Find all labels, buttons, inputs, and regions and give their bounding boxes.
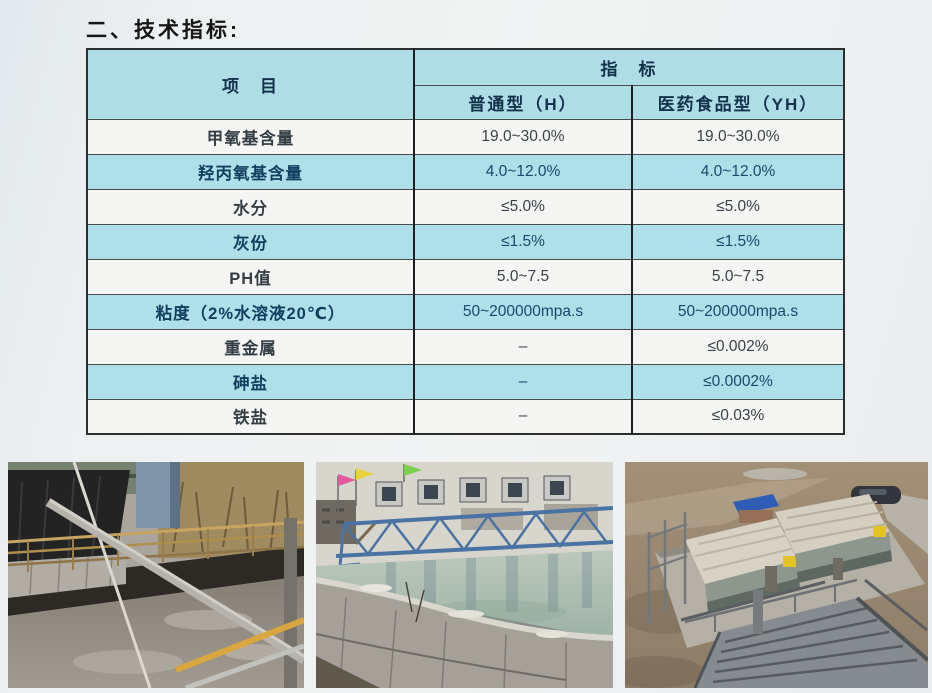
spec-value-yh: ≤5.0% [631, 188, 845, 225]
table-row-methoxy: 甲氧基含量 19.0~30.0% 19.0~30.0% [86, 118, 845, 155]
spec-item-label: 粘度（2%水溶液20℃） [86, 293, 415, 330]
spec-value-h: – [413, 328, 633, 365]
table-row-arsenic: 砷盐 – ≤0.0002% [86, 363, 845, 400]
table-row-ash: 灰份 ≤1.5% ≤1.5% [86, 223, 845, 260]
spec-value-yh: 19.0~30.0% [631, 118, 845, 155]
spec-item-label: 水分 [86, 188, 415, 225]
spec-value-yh: 5.0~7.5 [631, 258, 845, 295]
spec-value-yh: ≤0.002% [631, 328, 845, 365]
spec-value-h: ≤5.0% [413, 188, 633, 225]
photo-wastewater-tank [8, 462, 304, 688]
spec-value-h: 50~200000mpa.s [413, 293, 633, 330]
spec-item-label: 铁盐 [86, 398, 415, 435]
spec-item-label: 羟丙氧基含量 [86, 153, 415, 190]
photo-filter-press-site [625, 462, 928, 688]
table-row-iron: 铁盐 – ≤0.03% [86, 398, 845, 435]
spec-value-yh: ≤0.0002% [631, 363, 845, 400]
table-row-hydroxypropoxy: 羟丙氧基含量 4.0~12.0% 4.0~12.0% [86, 153, 845, 190]
spec-value-h: ≤1.5% [413, 223, 633, 260]
spec-value-h: 19.0~30.0% [413, 118, 633, 155]
table-row-moisture: 水分 ≤5.0% ≤5.0% [86, 188, 845, 225]
table-row-ph: PH值 5.0~7.5 5.0~7.5 [86, 258, 845, 295]
col-header-item: 项 目 [86, 48, 415, 120]
spec-value-h: 5.0~7.5 [413, 258, 633, 295]
spec-item-label: PH值 [86, 258, 415, 295]
table-row-viscosity: 粘度（2%水溶液20℃） 50~200000mpa.s 50~200000mpa… [86, 293, 845, 330]
photo-clarifier-tank [316, 462, 613, 688]
spec-value-yh: 4.0~12.0% [631, 153, 845, 190]
clarifier-tank-image [316, 462, 613, 688]
col-header-spec: 指 标 [413, 48, 845, 86]
spec-document: 二、技术指标: 项 目 指 标 普通型（H） 医药食品型（YH） 甲氧基含量 1… [86, 19, 845, 435]
spec-value-h: – [413, 398, 633, 435]
col-header-type-h: 普通型（H） [413, 84, 633, 120]
section-title: 二、技术指标: [86, 19, 240, 42]
spec-table: 项 目 指 标 普通型（H） 医药食品型（YH） 甲氧基含量 19.0~30.0… [86, 48, 845, 435]
spec-value-yh: ≤1.5% [631, 223, 845, 260]
spec-value-h: – [413, 363, 633, 400]
spec-item-label: 灰份 [86, 223, 415, 260]
spec-value-yh: 50~200000mpa.s [631, 293, 845, 330]
spec-value-h: 4.0~12.0% [413, 153, 633, 190]
filter-press-image [625, 462, 928, 688]
spec-item-label: 甲氧基含量 [86, 118, 415, 155]
table-row-heavy-metals: 重金属 – ≤0.002% [86, 328, 845, 365]
spec-item-label: 砷盐 [86, 363, 415, 400]
wastewater-tank-image [8, 462, 304, 688]
col-header-type-yh: 医药食品型（YH） [631, 84, 845, 120]
spec-value-yh: ≤0.03% [631, 398, 845, 435]
spec-item-label: 重金属 [86, 328, 415, 365]
